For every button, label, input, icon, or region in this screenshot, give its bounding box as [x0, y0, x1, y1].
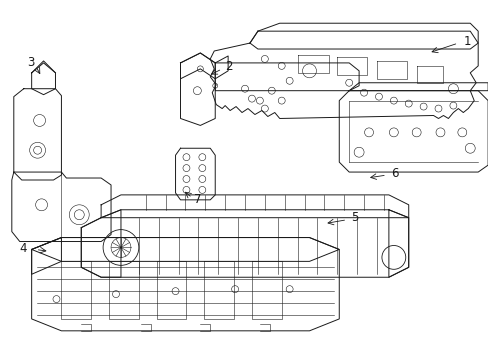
Polygon shape [81, 218, 409, 277]
Text: 2: 2 [225, 60, 233, 73]
Text: 6: 6 [391, 167, 398, 180]
Polygon shape [215, 63, 359, 91]
Polygon shape [32, 238, 61, 274]
Polygon shape [12, 172, 111, 242]
Polygon shape [32, 63, 55, 95]
Polygon shape [180, 53, 228, 79]
Polygon shape [250, 23, 478, 49]
Polygon shape [14, 89, 61, 180]
Polygon shape [210, 31, 478, 118]
Text: 7: 7 [195, 193, 202, 206]
Polygon shape [81, 210, 121, 277]
Text: 3: 3 [26, 57, 34, 69]
Polygon shape [349, 83, 488, 91]
Polygon shape [389, 210, 409, 277]
Polygon shape [180, 53, 215, 125]
Polygon shape [339, 91, 488, 172]
Polygon shape [175, 148, 215, 200]
Text: 5: 5 [351, 211, 359, 224]
Text: 1: 1 [464, 35, 471, 48]
Text: 4: 4 [20, 242, 27, 255]
Polygon shape [32, 238, 339, 331]
Polygon shape [101, 195, 409, 218]
Polygon shape [32, 238, 339, 261]
